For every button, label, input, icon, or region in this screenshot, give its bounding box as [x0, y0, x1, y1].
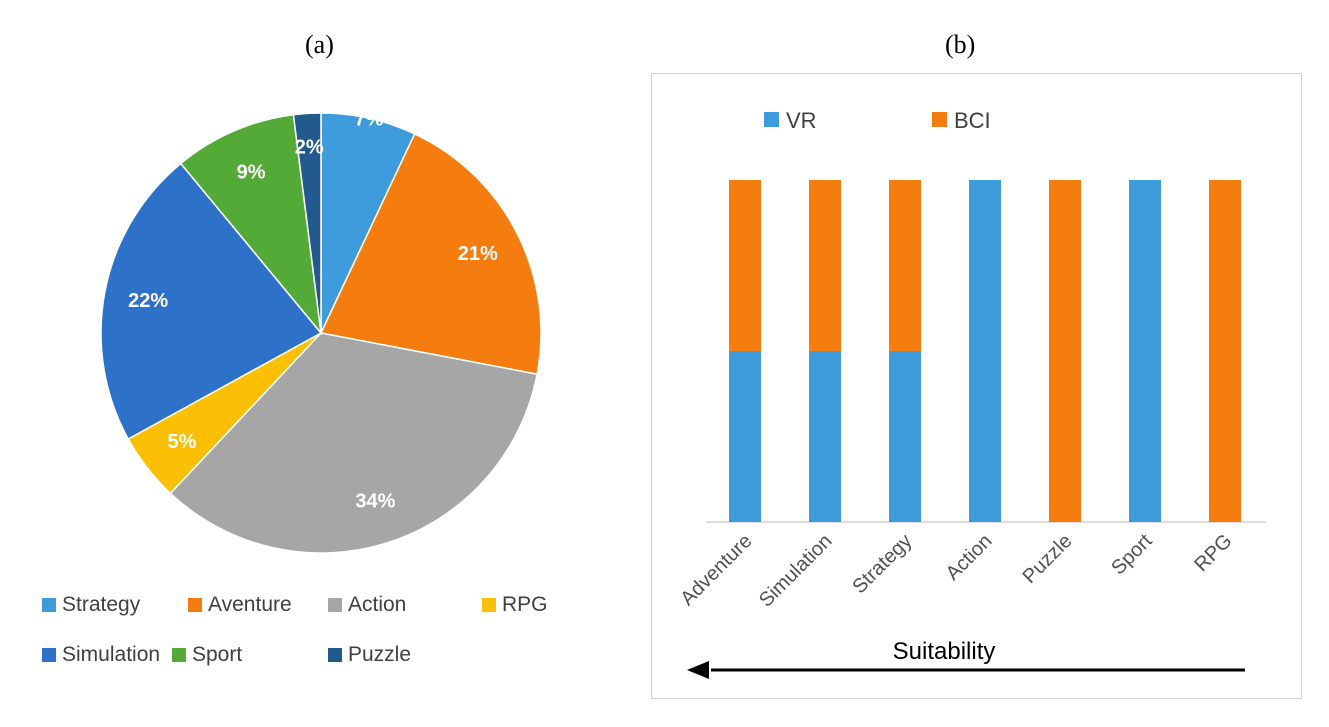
suitability-label: Suitability: [893, 638, 996, 665]
pie-legend-item-action: Action: [328, 593, 406, 617]
pie-legend: Strategy Aventure Action RPG Simulation Sport…: [42, 593, 602, 673]
legend-label: Action: [348, 593, 407, 616]
x-tick-label-adventure: Adventure: [677, 530, 757, 610]
pie-legend-item-puzzle: Puzzle: [328, 643, 411, 667]
pie-label-aventure: 21%: [458, 243, 498, 265]
x-tick-label-sport: Sport: [1107, 530, 1157, 580]
x-tick-label-puzzle: Puzzle: [1019, 530, 1077, 588]
bar-legend-swatch-bci: [932, 112, 947, 127]
pie-label-simulation: 22%: [128, 290, 168, 312]
bar-bci-rpg: [1209, 180, 1241, 522]
bar-bci-adventure: [729, 180, 761, 351]
x-tick-label-rpg: RPG: [1190, 530, 1236, 576]
pie-chart: 7% 21% 34% 5% 22% 9% 2%: [100, 108, 542, 554]
pie-legend-item-strategy: Strategy: [42, 593, 140, 617]
pie-label-sport: 9%: [237, 161, 266, 183]
bar-vr-action: [969, 180, 1001, 522]
x-tick-label-strategy: Strategy: [848, 530, 916, 598]
pie-legend-item-rpg: RPG: [482, 593, 548, 617]
bar-legend-swatch-vr: [764, 112, 779, 127]
legend-label: RPG: [502, 593, 548, 616]
legend-swatch: [172, 648, 186, 662]
bar-chart-frame: [651, 73, 1302, 699]
legend-swatch: [482, 598, 496, 612]
legend-label: Aventure: [208, 593, 292, 616]
legend-swatch: [42, 648, 56, 662]
bar-vr-strategy: [889, 351, 921, 522]
legend-swatch: [328, 648, 342, 662]
bar-legend-label-vr: VR: [786, 108, 817, 133]
pie-label-rpg: 5%: [167, 431, 196, 453]
pie-label-action: 34%: [355, 490, 395, 512]
pie-legend-item-aventure: Aventure: [188, 593, 292, 617]
bar-vr-simulation: [809, 351, 841, 522]
panel-label-a: (a): [305, 30, 334, 59]
legend-label: Strategy: [62, 593, 141, 616]
pie-label-puzzle: 2%: [295, 136, 324, 158]
panel-label-b: (b): [945, 30, 976, 59]
bar-bci-puzzle: [1049, 180, 1081, 522]
legend-label: Puzzle: [348, 643, 412, 666]
legend-swatch: [328, 598, 342, 612]
suitability-arrowhead: [687, 661, 709, 679]
bar-bci-simulation: [809, 180, 841, 351]
bar-legend-label-bci: BCI: [954, 108, 991, 133]
pie-slice-puzzle: [292, 112, 322, 334]
legend-swatch: [188, 598, 202, 612]
pie-legend-item-simulation: Simulation: [42, 643, 160, 667]
pie-slice-sport: [179, 113, 323, 336]
pie-label-strategy: 7%: [355, 108, 384, 130]
bar-bci-strategy: [889, 180, 921, 351]
pie-slice-simulation: [100, 162, 323, 441]
legend-label: Simulation: [62, 643, 161, 666]
x-tick-label-action: Action: [942, 530, 997, 585]
pie-slice-aventure: [319, 132, 542, 376]
legend-label: Sport: [192, 643, 243, 666]
bar-vr-adventure: [729, 351, 761, 522]
pie-legend-item-sport: Sport: [172, 643, 242, 667]
bar-vr-sport: [1129, 180, 1161, 522]
pie-slice-action: [169, 332, 538, 554]
x-tick-label-simulation: Simulation: [755, 530, 837, 612]
legend-swatch: [42, 598, 56, 612]
